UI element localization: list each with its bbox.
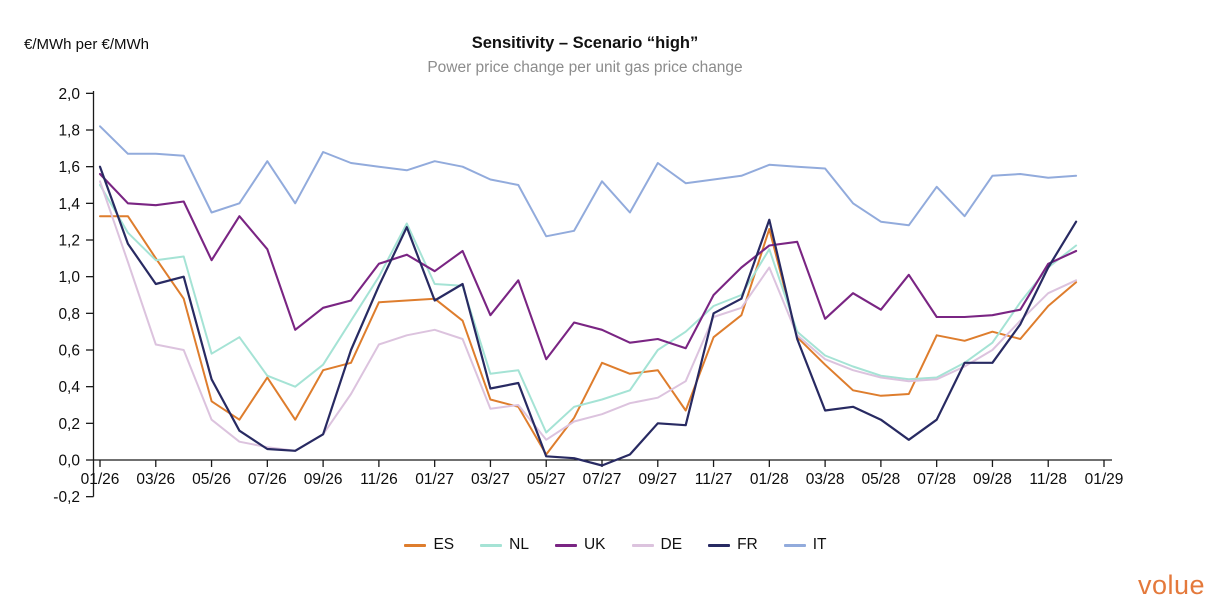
- svg-text:05/26: 05/26: [192, 471, 231, 488]
- svg-text:03/26: 03/26: [136, 471, 175, 488]
- svg-text:11/27: 11/27: [695, 471, 733, 488]
- chart-subtitle: Power price change per unit gas price ch…: [427, 59, 743, 76]
- legend-swatch-IT: [783, 543, 806, 547]
- svg-text:1,8: 1,8: [58, 123, 80, 140]
- svg-text:05/28: 05/28: [861, 471, 900, 488]
- legend-label-FR: FR: [737, 536, 758, 553]
- svg-text:1,0: 1,0: [58, 269, 80, 286]
- legend-item-UK: UK: [554, 536, 606, 554]
- legend-label-IT: IT: [812, 536, 827, 553]
- legend-item-DE: DE: [631, 536, 683, 554]
- legend-item-NL: NL: [480, 536, 529, 554]
- legend-swatch-FR: [708, 543, 731, 547]
- svg-text:1,4: 1,4: [58, 196, 80, 213]
- svg-text:07/27: 07/27: [583, 471, 622, 488]
- y-axis-unit-label: €/MWh per €/MWh: [24, 36, 150, 53]
- legend-label-DE: DE: [660, 536, 683, 553]
- svg-text:09/27: 09/27: [638, 471, 677, 488]
- legend-swatch-DE: [631, 543, 654, 547]
- svg-text:1,2: 1,2: [58, 233, 80, 250]
- svg-text:09/28: 09/28: [973, 471, 1012, 488]
- svg-text:07/26: 07/26: [248, 471, 287, 488]
- svg-text:09/26: 09/26: [304, 471, 343, 488]
- legend-item-ES: ES: [404, 536, 454, 554]
- svg-text:1,6: 1,6: [58, 159, 80, 176]
- svg-text:2,0: 2,0: [58, 86, 80, 103]
- chart-title: Sensitivity – Scenario “high”: [471, 34, 699, 52]
- legend-item-FR: FR: [708, 536, 758, 554]
- svg-text:0,4: 0,4: [58, 379, 80, 396]
- svg-text:01/28: 01/28: [750, 471, 789, 488]
- svg-text:07/28: 07/28: [917, 471, 956, 488]
- svg-text:01/29: 01/29: [1085, 471, 1124, 488]
- legend-swatch-ES: [404, 543, 427, 547]
- legend-label-ES: ES: [433, 536, 455, 553]
- legend-label-UK: UK: [583, 536, 606, 553]
- legend-swatch-UK: [554, 543, 577, 547]
- svg-text:03/27: 03/27: [471, 471, 510, 488]
- svg-text:03/28: 03/28: [806, 471, 845, 488]
- svg-text:01/26: 01/26: [81, 471, 120, 488]
- svg-text:0,6: 0,6: [58, 343, 80, 360]
- chart-header: Sensitivity – Scenario “high” Power pric…: [0, 0, 1170, 77]
- legend-label-NL: NL: [509, 536, 529, 553]
- chart-legend: ES NL UK DE FR IT: [0, 536, 1231, 554]
- svg-text:11/28: 11/28: [1029, 471, 1067, 488]
- legend-swatch-NL: [480, 543, 503, 547]
- svg-text:0,2: 0,2: [58, 416, 80, 433]
- svg-text:11/26: 11/26: [360, 471, 398, 488]
- svg-text:05/27: 05/27: [527, 471, 566, 488]
- svg-text:01/27: 01/27: [415, 471, 454, 488]
- svg-text:-0,2: -0,2: [53, 489, 80, 506]
- legend-item-IT: IT: [783, 536, 827, 554]
- volue-logo: volue: [1137, 570, 1205, 600]
- svg-text:0,0: 0,0: [58, 453, 80, 470]
- svg-text:0,8: 0,8: [58, 306, 80, 323]
